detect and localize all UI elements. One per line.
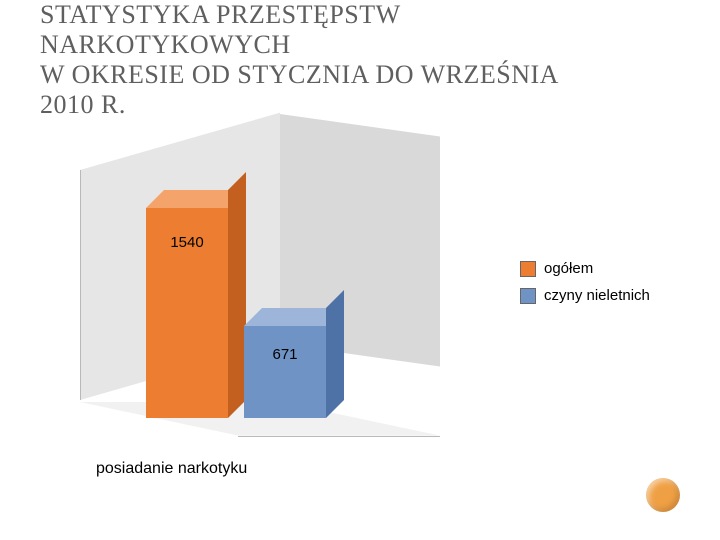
legend-label-1: czyny nieletnich bbox=[544, 287, 650, 304]
bar-value-label: 671 bbox=[244, 346, 326, 363]
legend-item: czyny nieletnich bbox=[520, 287, 650, 304]
legend: ogółem czyny nieletnich bbox=[520, 260, 650, 314]
legend-item: ogółem bbox=[520, 260, 650, 277]
bar-czyny-nieletnich: 671 bbox=[244, 326, 326, 418]
accent-dot-icon bbox=[646, 478, 680, 512]
title-line-2: NARKOTYKOWYCH bbox=[40, 30, 291, 59]
legend-label-0: ogółem bbox=[544, 260, 593, 277]
title-line-1: STATYSTYKA PRZESTĘPSTW bbox=[40, 0, 401, 29]
category-axis-label: posiadanie narkotyku bbox=[96, 460, 247, 478]
bar-value-label: 1540 bbox=[146, 234, 228, 251]
bar-chart-3d: 1540 671 bbox=[40, 150, 500, 480]
bar-ogółem: 1540 bbox=[146, 208, 228, 418]
slide: STATYSTYKA PRZESTĘPSTW NARKOTYKOWYCH W O… bbox=[0, 0, 720, 540]
title-line-3: W OKRESIE OD STYCZNIA DO WRZEŚNIA bbox=[40, 60, 559, 89]
y-axis bbox=[80, 170, 81, 400]
bar-right bbox=[326, 290, 344, 418]
legend-swatch-1 bbox=[520, 288, 536, 304]
bar-front bbox=[244, 326, 326, 418]
title-line-4: 2010 R. bbox=[40, 90, 126, 119]
slide-title: STATYSTYKA PRZESTĘPSTW NARKOTYKOWYCH W O… bbox=[40, 0, 680, 120]
x-axis bbox=[238, 436, 440, 437]
legend-swatch-0 bbox=[520, 261, 536, 277]
